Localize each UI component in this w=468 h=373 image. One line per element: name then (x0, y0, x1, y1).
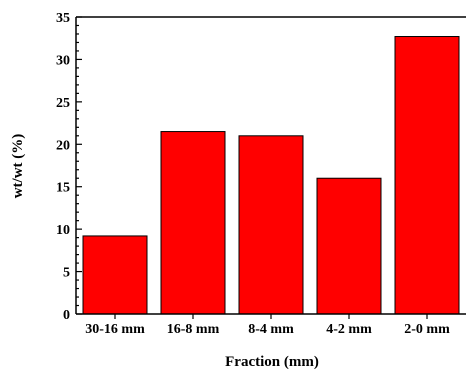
bar (394, 36, 460, 315)
x-tick-label: 30-16 mm (85, 322, 145, 337)
y-tick-label: 30 (56, 53, 70, 68)
x-tick-label: 2-0 mm (404, 322, 450, 337)
y-tick-label: 20 (56, 138, 70, 153)
y-tick-label: 15 (56, 181, 70, 196)
y-ticks-group: 0 5 10 15 20 25 30 35 (56, 11, 82, 323)
x-axis-label: Fraction (mm) (225, 354, 319, 370)
x-tick-label: 16-8 mm (167, 322, 220, 337)
y-tick-label: 25 (56, 96, 70, 111)
y-axis-label: wt/wt (%) (10, 134, 26, 199)
bar (82, 235, 148, 315)
y-tick-label: 0 (63, 308, 70, 323)
bar (238, 135, 304, 315)
y-tick-label: 5 (63, 266, 70, 281)
bar (160, 131, 226, 315)
x-tick-label: 4-2 mm (326, 322, 372, 337)
bar (316, 177, 382, 315)
x-tick-label: 8-4 mm (248, 322, 294, 337)
y-tick-label: 10 (56, 223, 70, 238)
x-ticks-group: 30-16 mm 16-8 mm 8-4 mm 4-2 mm 2-0 mm (85, 314, 450, 337)
y-tick-label: 35 (56, 11, 70, 26)
bars-group (82, 36, 460, 315)
